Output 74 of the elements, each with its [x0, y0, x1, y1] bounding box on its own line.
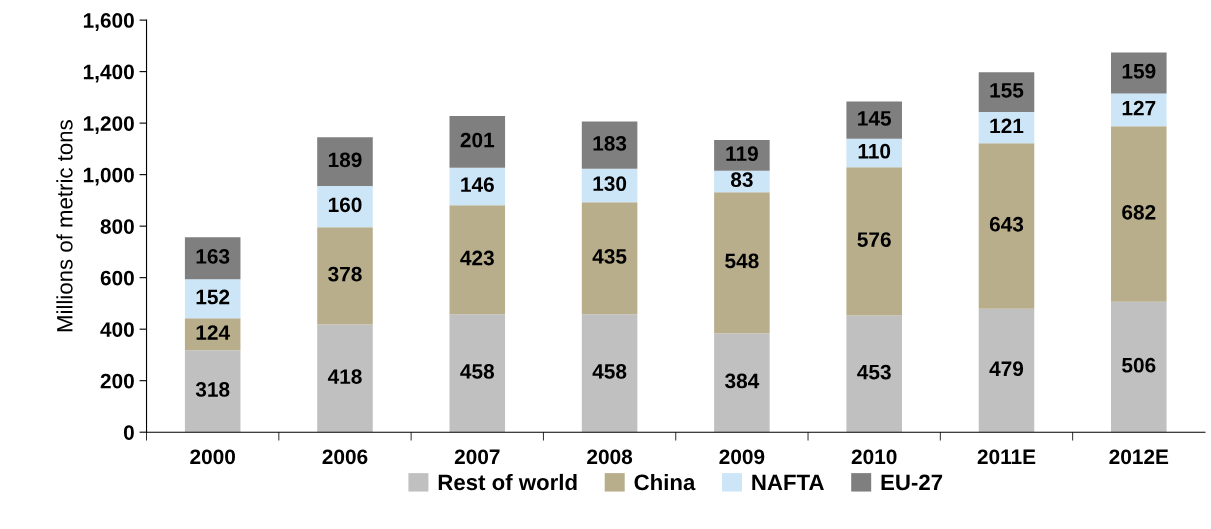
bar: [1111, 52, 1167, 94]
x-tick-label: 2008: [587, 449, 633, 465]
data-label: 576: [857, 232, 891, 247]
bar: [449, 115, 506, 168]
y-tick-label: 200: [100, 373, 134, 389]
y-axis-title: Millions of metric tons: [56, 120, 73, 332]
data-label: 435: [592, 249, 627, 264]
x-tick-label: 2012E: [1109, 449, 1169, 465]
x-tick-label: 2007: [454, 449, 500, 465]
bar: [846, 167, 902, 316]
bar: [1111, 126, 1167, 302]
y-tick-label: 800: [100, 219, 134, 234]
data-label: 453: [857, 364, 891, 380]
bar: [317, 324, 373, 433]
y-tick-label: 0: [123, 425, 134, 440]
bar: [184, 350, 241, 433]
legend-label: China: [634, 473, 696, 491]
bar: [714, 333, 770, 433]
bar: [317, 227, 373, 325]
data-label: 146: [461, 177, 494, 193]
x-tick-label: 2006: [322, 449, 368, 465]
x-tick-label: 2011E: [977, 449, 1036, 465]
data-label: 127: [1122, 100, 1156, 116]
data-label: 183: [593, 135, 627, 151]
data-label: 159: [1122, 63, 1156, 79]
data-label: 458: [460, 364, 495, 379]
data-label: 152: [196, 289, 230, 305]
bar: [449, 314, 506, 433]
bar: [581, 202, 638, 315]
data-label: 318: [195, 382, 230, 397]
data-label: 682: [1122, 204, 1156, 220]
bar: [978, 143, 1035, 309]
data-label: 124: [196, 325, 230, 340]
data-label: 458: [592, 364, 627, 379]
data-label: 201: [460, 132, 495, 148]
legend-label: Rest of world: [438, 473, 577, 491]
data-label: 145: [858, 111, 891, 126]
legend-label: EU-27: [881, 474, 943, 491]
bar: [714, 192, 770, 334]
bar: [978, 308, 1035, 433]
data-label: 418: [327, 369, 362, 384]
data-label: 83: [730, 172, 753, 188]
x-tick-label: 2010: [851, 449, 897, 465]
data-label: 378: [328, 266, 362, 282]
legend-label: NAFTA: [752, 474, 824, 490]
y-tick-label: 1,400: [83, 64, 134, 83]
y-tick-label: 1,200: [83, 116, 134, 134]
data-label: 119: [726, 146, 758, 162]
bar: [846, 315, 902, 433]
y-tick-label: 600: [100, 270, 134, 286]
bar: [581, 314, 638, 433]
data-label: 110: [858, 143, 891, 159]
data-label: 160: [328, 197, 362, 213]
x-tick-label: 2000: [190, 449, 235, 465]
data-label: 384: [724, 373, 760, 389]
y-tick-label: 1,600: [83, 13, 134, 31]
data-label: 479: [989, 361, 1024, 377]
bar: [317, 185, 373, 228]
data-label: 423: [460, 250, 494, 266]
data-label: 121: [990, 118, 1024, 134]
y-tick-label: 400: [100, 322, 134, 337]
bar: [846, 101, 902, 139]
y-tick-label: 1,000: [83, 167, 134, 186]
data-label: 155: [990, 83, 1024, 98]
data-label: 189: [328, 152, 362, 168]
bar: [449, 205, 506, 315]
data-label: 643: [989, 216, 1024, 232]
bar: [1111, 301, 1167, 433]
data-label: 130: [593, 176, 627, 192]
x-tick-label: 2009: [719, 449, 765, 465]
data-label: 548: [725, 253, 759, 269]
data-label: 506: [1122, 357, 1156, 373]
bar: [317, 137, 373, 186]
data-label: 163: [196, 249, 230, 264]
